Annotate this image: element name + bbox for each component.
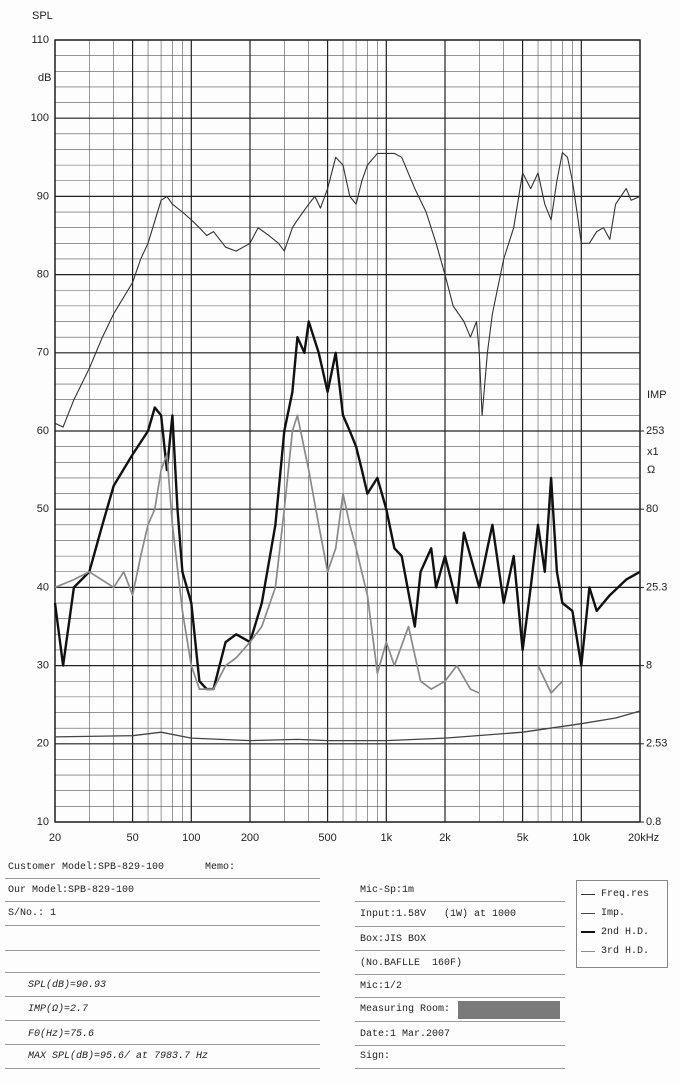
x-tick-label: 500 bbox=[318, 832, 336, 844]
rule bbox=[355, 1021, 565, 1022]
max-spl: MAX SPL(dB)=95.6/ at 7983.7 Hz bbox=[28, 1051, 209, 1062]
mic-sp: Mic-Sp:1m bbox=[360, 885, 415, 896]
y2-tick-label: 0.8 bbox=[646, 816, 661, 828]
x-tick-label: 100 bbox=[182, 832, 200, 844]
rule bbox=[5, 996, 320, 997]
y-tick-label: 70 bbox=[37, 347, 49, 359]
plot-frame bbox=[54, 39, 641, 823]
sign: Sign: bbox=[360, 1051, 391, 1062]
x-tick-label: 200 bbox=[241, 832, 259, 844]
customer-model: Customer Model:SPB-829-100 bbox=[8, 862, 165, 873]
our-model: Our Model:SPB-829-100 bbox=[8, 885, 135, 896]
legend-label: 3rd H.D. bbox=[601, 945, 650, 957]
redaction bbox=[458, 1001, 560, 1019]
imp: IMP(Ω)=2.7 bbox=[28, 1004, 89, 1015]
rule bbox=[355, 901, 565, 902]
series-line bbox=[54, 710, 641, 742]
x-tick-label: 10k bbox=[572, 832, 590, 844]
rule bbox=[355, 1068, 565, 1069]
legend-label: 2nd H.D. bbox=[601, 926, 650, 938]
rule bbox=[355, 950, 565, 951]
y2-axis-label: IMP bbox=[647, 389, 667, 401]
mic: Mic:1/2 bbox=[360, 981, 403, 992]
rule bbox=[5, 878, 320, 879]
y2-tick-label: 253 bbox=[646, 425, 664, 437]
box: Box:JIS BOX bbox=[360, 934, 427, 945]
legend-item: Freq.res bbox=[581, 887, 649, 901]
y-tick-label: 60 bbox=[37, 425, 49, 437]
rule bbox=[5, 1068, 320, 1069]
x-tick-label: 50 bbox=[126, 832, 138, 844]
y-tick-label: 110 bbox=[31, 34, 49, 46]
serial: S/No.: 1 bbox=[8, 908, 57, 919]
y-tick-label: 40 bbox=[37, 581, 49, 593]
series-line bbox=[53, 320, 641, 691]
rule bbox=[355, 926, 565, 927]
rule bbox=[355, 1045, 565, 1046]
series-line bbox=[54, 414, 564, 694]
y2-tick-label: 80 bbox=[646, 503, 658, 515]
x-tick-label: 1k bbox=[380, 832, 392, 844]
legend-swatch bbox=[581, 912, 595, 914]
rule bbox=[5, 1020, 320, 1021]
spl: SPL(dB)=90.93 bbox=[28, 980, 107, 991]
x-tick-label: 2k bbox=[439, 832, 451, 844]
y2-multiplier: x1 bbox=[647, 446, 659, 458]
legend-item: Imp. bbox=[581, 906, 625, 920]
rule bbox=[5, 925, 320, 926]
rule bbox=[5, 950, 320, 951]
y2-tick-label: 8 bbox=[646, 660, 652, 672]
y-tick-label: 20 bbox=[37, 738, 49, 750]
rule bbox=[5, 1044, 320, 1045]
f0: F0(Hz)=75.6 bbox=[28, 1029, 95, 1040]
legend-item: 2nd H.D. bbox=[581, 925, 649, 939]
y-tick-label: 100 bbox=[31, 112, 49, 124]
rule bbox=[5, 901, 320, 902]
y-tick-label: 50 bbox=[37, 503, 49, 515]
y-axis-label: SPL bbox=[32, 10, 53, 22]
legend-item: 3rd H.D. bbox=[581, 944, 649, 958]
room: Measuring Room: bbox=[360, 1004, 451, 1015]
date: Date:1 Mar.2007 bbox=[360, 1029, 451, 1040]
rule bbox=[355, 974, 565, 975]
y2-tick-label: 2.53 bbox=[646, 738, 667, 750]
rule bbox=[355, 997, 565, 998]
y-tick-label: 10 bbox=[37, 816, 49, 828]
legend: Freq.res Imp. 2nd H.D. 3rd H.D. bbox=[576, 880, 668, 968]
series-line bbox=[54, 152, 641, 428]
y2-tick-label: 25.3 bbox=[646, 581, 667, 593]
legend-swatch bbox=[581, 893, 595, 895]
x-tick-label: 20kHz bbox=[628, 832, 659, 844]
x-tick-label: 20 bbox=[49, 832, 61, 844]
y-tick-label: 80 bbox=[37, 269, 49, 281]
baffle: (No.BAFLLE 160F) bbox=[360, 958, 463, 969]
x-tick-label: 5k bbox=[517, 832, 529, 844]
legend-label: Imp. bbox=[601, 907, 626, 919]
memo: Memo: bbox=[205, 862, 236, 873]
y-axis-unit: dB bbox=[38, 72, 51, 84]
y-tick-label: 90 bbox=[37, 190, 49, 202]
legend-swatch bbox=[581, 931, 595, 933]
y-tick-label: 30 bbox=[37, 660, 49, 672]
rule bbox=[5, 972, 320, 973]
y2-axis-unit: Ω bbox=[647, 464, 655, 476]
legend-swatch bbox=[581, 950, 595, 952]
input: Input:1.58V (1W) at 1000 bbox=[360, 909, 517, 920]
legend-label: Freq.res bbox=[601, 888, 650, 900]
chart: SPL dB IMP x1 Ω 20 50 100 200 500 1k 2k 5k 10k 20… bbox=[31, 10, 668, 844]
